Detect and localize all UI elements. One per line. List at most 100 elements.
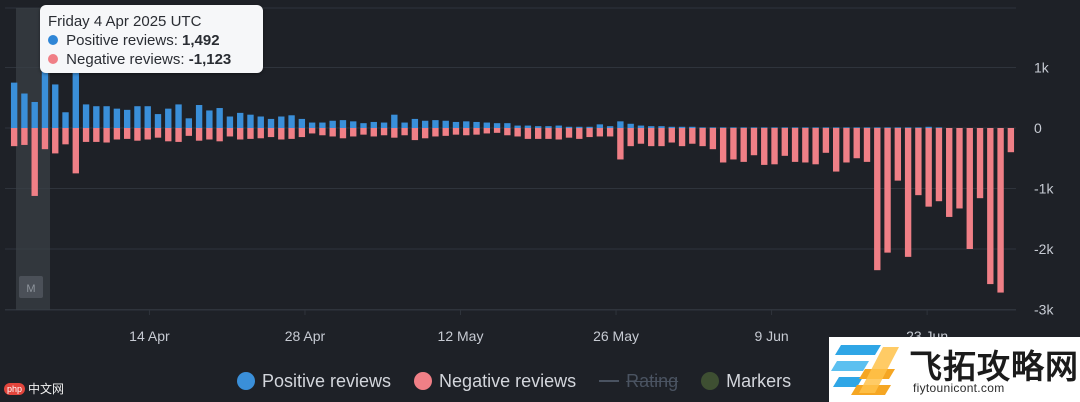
bar-negative[interactable] xyxy=(699,128,706,147)
bar-positive[interactable] xyxy=(812,127,819,128)
bar-positive[interactable] xyxy=(524,125,532,128)
bar-positive[interactable] xyxy=(863,127,871,128)
bar-positive[interactable] xyxy=(288,115,295,128)
bar-negative[interactable] xyxy=(894,128,902,181)
bar-negative[interactable] xyxy=(545,128,552,139)
bar-positive[interactable] xyxy=(226,116,234,128)
bar-negative[interactable] xyxy=(925,128,932,207)
bar-negative[interactable] xyxy=(473,128,480,135)
bar-negative[interactable] xyxy=(31,128,38,196)
bar-negative[interactable] xyxy=(339,128,347,139)
bar-positive[interactable] xyxy=(699,127,706,128)
bar-negative[interactable] xyxy=(617,128,624,160)
bar-negative[interactable] xyxy=(678,128,686,147)
bar-negative[interactable] xyxy=(165,128,172,142)
bar-positive[interactable] xyxy=(535,126,542,128)
bar-positive[interactable] xyxy=(237,112,244,128)
bar-negative[interactable] xyxy=(113,128,121,140)
bar-negative[interactable] xyxy=(247,128,254,139)
bar-positive[interactable] xyxy=(411,118,419,128)
bar-positive[interactable] xyxy=(442,120,449,128)
bar-positive[interactable] xyxy=(339,120,347,128)
bar-positive[interactable] xyxy=(391,114,398,128)
bar-negative[interactable] xyxy=(606,128,614,137)
bar-positive[interactable] xyxy=(935,127,943,128)
bar-negative[interactable] xyxy=(791,128,799,162)
bar-negative[interactable] xyxy=(637,128,645,144)
bar-negative[interactable] xyxy=(1007,128,1015,153)
bar-positive[interactable] xyxy=(206,110,213,128)
bar-positive[interactable] xyxy=(473,121,480,128)
bar-positive[interactable] xyxy=(668,126,675,128)
bar-negative[interactable] xyxy=(226,128,234,137)
bar-positive[interactable] xyxy=(165,108,172,128)
bar-positive[interactable] xyxy=(21,93,28,128)
bar-positive[interactable] xyxy=(380,122,388,128)
bar-positive[interactable] xyxy=(627,123,634,128)
bar-negative[interactable] xyxy=(997,128,1004,293)
bar-negative[interactable] xyxy=(72,128,79,174)
bar-positive[interactable] xyxy=(637,125,645,128)
bar-negative[interactable] xyxy=(535,128,542,139)
bar-negative[interactable] xyxy=(411,128,419,141)
bar-negative[interactable] xyxy=(966,128,973,249)
bar-negative[interactable] xyxy=(935,128,943,202)
bar-positive[interactable] xyxy=(925,126,932,128)
bar-positive[interactable] xyxy=(617,121,624,128)
bar-negative[interactable] xyxy=(370,128,377,137)
bar-negative[interactable] xyxy=(843,128,850,163)
bar-negative[interactable] xyxy=(103,128,110,143)
bar-positive[interactable] xyxy=(278,116,285,128)
bar-positive[interactable] xyxy=(308,122,316,128)
bar-negative[interactable] xyxy=(689,128,696,144)
bar-positive[interactable] xyxy=(82,104,90,128)
bar-negative[interactable] xyxy=(154,128,162,138)
bar-positive[interactable] xyxy=(884,127,891,128)
bar-negative[interactable] xyxy=(761,128,768,165)
bar-positive[interactable] xyxy=(41,37,49,128)
bar-negative[interactable] xyxy=(802,128,809,163)
bar-positive[interactable] xyxy=(319,122,326,128)
bar-negative[interactable] xyxy=(21,128,28,145)
bar-negative[interactable] xyxy=(658,128,665,147)
bar-positive[interactable] xyxy=(216,108,223,128)
bar-negative[interactable] xyxy=(380,128,388,136)
bar-positive[interactable] xyxy=(350,121,357,128)
bar-positive[interactable] xyxy=(329,120,336,128)
legend-rating[interactable]: Rating xyxy=(599,371,678,392)
bar-negative[interactable] xyxy=(709,128,717,150)
bar-negative[interactable] xyxy=(976,128,984,199)
bar-positive[interactable] xyxy=(761,127,768,128)
bar-positive[interactable] xyxy=(298,118,306,128)
bar-positive[interactable] xyxy=(904,127,912,128)
bar-positive[interactable] xyxy=(832,127,840,128)
bar-positive[interactable] xyxy=(452,121,460,128)
bar-positive[interactable] xyxy=(596,124,604,128)
bar-positive[interactable] xyxy=(123,109,131,128)
bar-negative[interactable] xyxy=(586,128,593,138)
bar-positive[interactable] xyxy=(874,127,881,128)
bar-positive[interactable] xyxy=(483,122,490,128)
bar-negative[interactable] xyxy=(93,128,100,142)
bar-positive[interactable] xyxy=(915,127,922,128)
bar-positive[interactable] xyxy=(93,106,100,128)
bar-negative[interactable] xyxy=(946,128,953,217)
bar-positive[interactable] xyxy=(247,114,254,128)
bar-positive[interactable] xyxy=(154,114,162,128)
legend-positive[interactable]: Positive reviews xyxy=(237,371,391,392)
bar-negative[interactable] xyxy=(216,128,223,142)
bar-negative[interactable] xyxy=(493,128,501,133)
bar-positive[interactable] xyxy=(781,127,788,128)
bar-negative[interactable] xyxy=(555,128,562,140)
bar-positive[interactable] xyxy=(586,126,593,128)
bar-negative[interactable] xyxy=(565,128,573,138)
bar-negative[interactable] xyxy=(884,128,891,253)
bar-positive[interactable] xyxy=(822,127,830,128)
bar-positive[interactable] xyxy=(709,127,717,128)
bar-negative[interactable] xyxy=(401,128,408,136)
bar-negative[interactable] xyxy=(514,128,521,137)
bar-positive[interactable] xyxy=(360,123,367,128)
bar-negative[interactable] xyxy=(730,128,737,160)
bar-negative[interactable] xyxy=(185,128,193,136)
bar-negative[interactable] xyxy=(452,128,460,135)
